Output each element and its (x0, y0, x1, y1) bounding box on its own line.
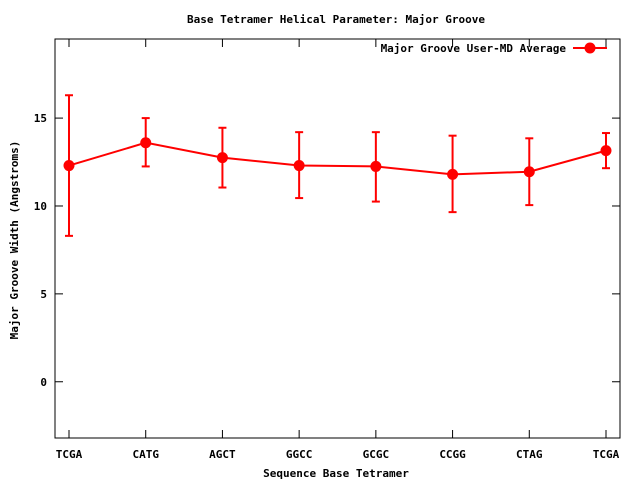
y-tick-label: 5 (40, 288, 47, 301)
x-tick-label: GCGC (363, 448, 390, 461)
data-point (63, 160, 75, 172)
legend-marker-sample (584, 42, 596, 54)
series-line (68, 141, 607, 176)
chart-title: Base Tetramer Helical Parameter: Major G… (187, 13, 485, 26)
series-group (63, 94, 612, 237)
y-axis-ticks: 0 5 10 15 (34, 112, 620, 389)
x-tick-label: TCGA (593, 448, 620, 461)
x-tick-label: CATG (132, 448, 159, 461)
y-tick-label: 10 (34, 200, 47, 213)
data-point (370, 160, 382, 172)
legend-label: Major Groove User-MD Average (381, 42, 567, 55)
x-axis-label: Sequence Base Tetramer (263, 467, 409, 480)
x-tick-label: GGCC (286, 448, 313, 461)
data-point (216, 152, 228, 164)
data-point (447, 168, 459, 180)
y-axis-label: Major Groove Width (Angstroms) (8, 141, 21, 340)
x-tick-label: TCGA (56, 448, 83, 461)
legend: Major Groove User-MD Average (381, 42, 607, 55)
x-axis-ticks: TCGA CATG AGCT GGCC GCGC CCGG CTAG TCGA (56, 39, 620, 461)
x-tick-label: CCGG (439, 448, 466, 461)
data-point (600, 145, 612, 157)
data-point (140, 137, 152, 149)
x-tick-label: AGCT (209, 448, 236, 461)
data-point (293, 160, 305, 172)
y-tick-label: 0 (40, 376, 47, 389)
x-tick-label: CTAG (516, 448, 543, 461)
data-point (523, 166, 535, 178)
plot-frame (54, 38, 621, 439)
y-tick-label: 15 (34, 112, 47, 125)
